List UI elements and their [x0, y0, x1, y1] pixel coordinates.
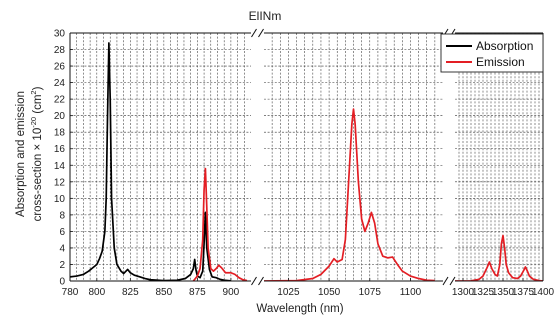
x-tick-label: 875	[189, 287, 206, 298]
y-tick-label: 6	[59, 227, 65, 238]
y-tick-label: 4	[59, 243, 65, 254]
axis-break-marks	[251, 28, 456, 286]
x-tick-label: 1325	[472, 287, 495, 298]
axis-break-mark	[251, 276, 257, 286]
axis-break-mark	[258, 276, 264, 286]
axis-break-mark	[449, 276, 456, 286]
y-tick-label: 20	[54, 111, 66, 122]
x-tick-label: 1300	[452, 287, 475, 298]
x-tick-label: 900	[223, 287, 240, 298]
legend-box	[440, 33, 544, 73]
y-tick-label: 8	[59, 210, 65, 221]
y-tick-label: 14	[54, 161, 66, 172]
grid	[70, 33, 543, 281]
y-axis-label-line2: cross-section × 10-20 (cm2)	[29, 86, 44, 221]
y-tick-label: 2	[59, 260, 65, 271]
y-tick-label: 0	[59, 277, 65, 288]
x-tick-label: 780	[62, 287, 79, 298]
y-tick-label: 18	[54, 128, 66, 139]
x-tick-label: 825	[122, 287, 139, 298]
x-tick-label: 1375	[512, 287, 535, 298]
y-tick-label: 10	[54, 194, 66, 205]
series-line-emission-panel-1	[192, 167, 248, 281]
y-axis-label-unit-close: )	[32, 86, 44, 90]
axis-break-mark	[258, 28, 264, 38]
y-axis-label-exponent: -20	[29, 117, 38, 128]
x-tick-label: 850	[156, 287, 173, 298]
x-tick-label: 1075	[359, 287, 382, 298]
series-line-emission-panel-2	[264, 108, 435, 281]
chart-title: ElINm	[249, 9, 282, 23]
x-axis-label: Wavelength (nm)	[256, 303, 343, 315]
legend: Absorption Emission	[440, 33, 544, 73]
y-tick-label: 22	[54, 95, 66, 106]
series-line-emission-panel-3	[455, 234, 543, 281]
y-tick-label: 24	[54, 78, 66, 89]
x-tick-label: 1350	[492, 287, 515, 298]
x-tick-label: 800	[88, 287, 105, 298]
y-axis-label-text: cross-section × 10	[32, 128, 44, 222]
y-axis-label-unit-exponent: 2	[29, 90, 38, 94]
legend-label-absorption: Absorption	[476, 39, 533, 53]
x-tick-label: 1400	[532, 287, 555, 298]
y-axis-label-line1: Absorption and emission	[15, 91, 27, 217]
series-line-absorption-panel-1	[70, 42, 231, 281]
y-tick-label: 12	[54, 177, 66, 188]
y-tick-label: 16	[54, 144, 66, 155]
y-tick-label: 28	[54, 45, 66, 56]
series-layer	[70, 42, 543, 281]
x-tick-label: 1025	[277, 287, 300, 298]
axis-break-mark	[442, 276, 449, 286]
y-tick-label: 30	[54, 29, 66, 40]
legend-label-emission: Emission	[476, 55, 525, 69]
x-tick-labels: 780 800 825 850 875 900 1025 1050 1075 1100 130013…	[62, 287, 555, 298]
x-tick-label: 1100	[400, 287, 422, 298]
x-tick-label: 1050	[318, 287, 341, 298]
axes-frame	[69, 32, 544, 282]
y-tick-label: 26	[54, 62, 66, 73]
y-axis-label-unit-open: (cm	[32, 95, 44, 117]
axis-break-mark	[251, 28, 257, 38]
